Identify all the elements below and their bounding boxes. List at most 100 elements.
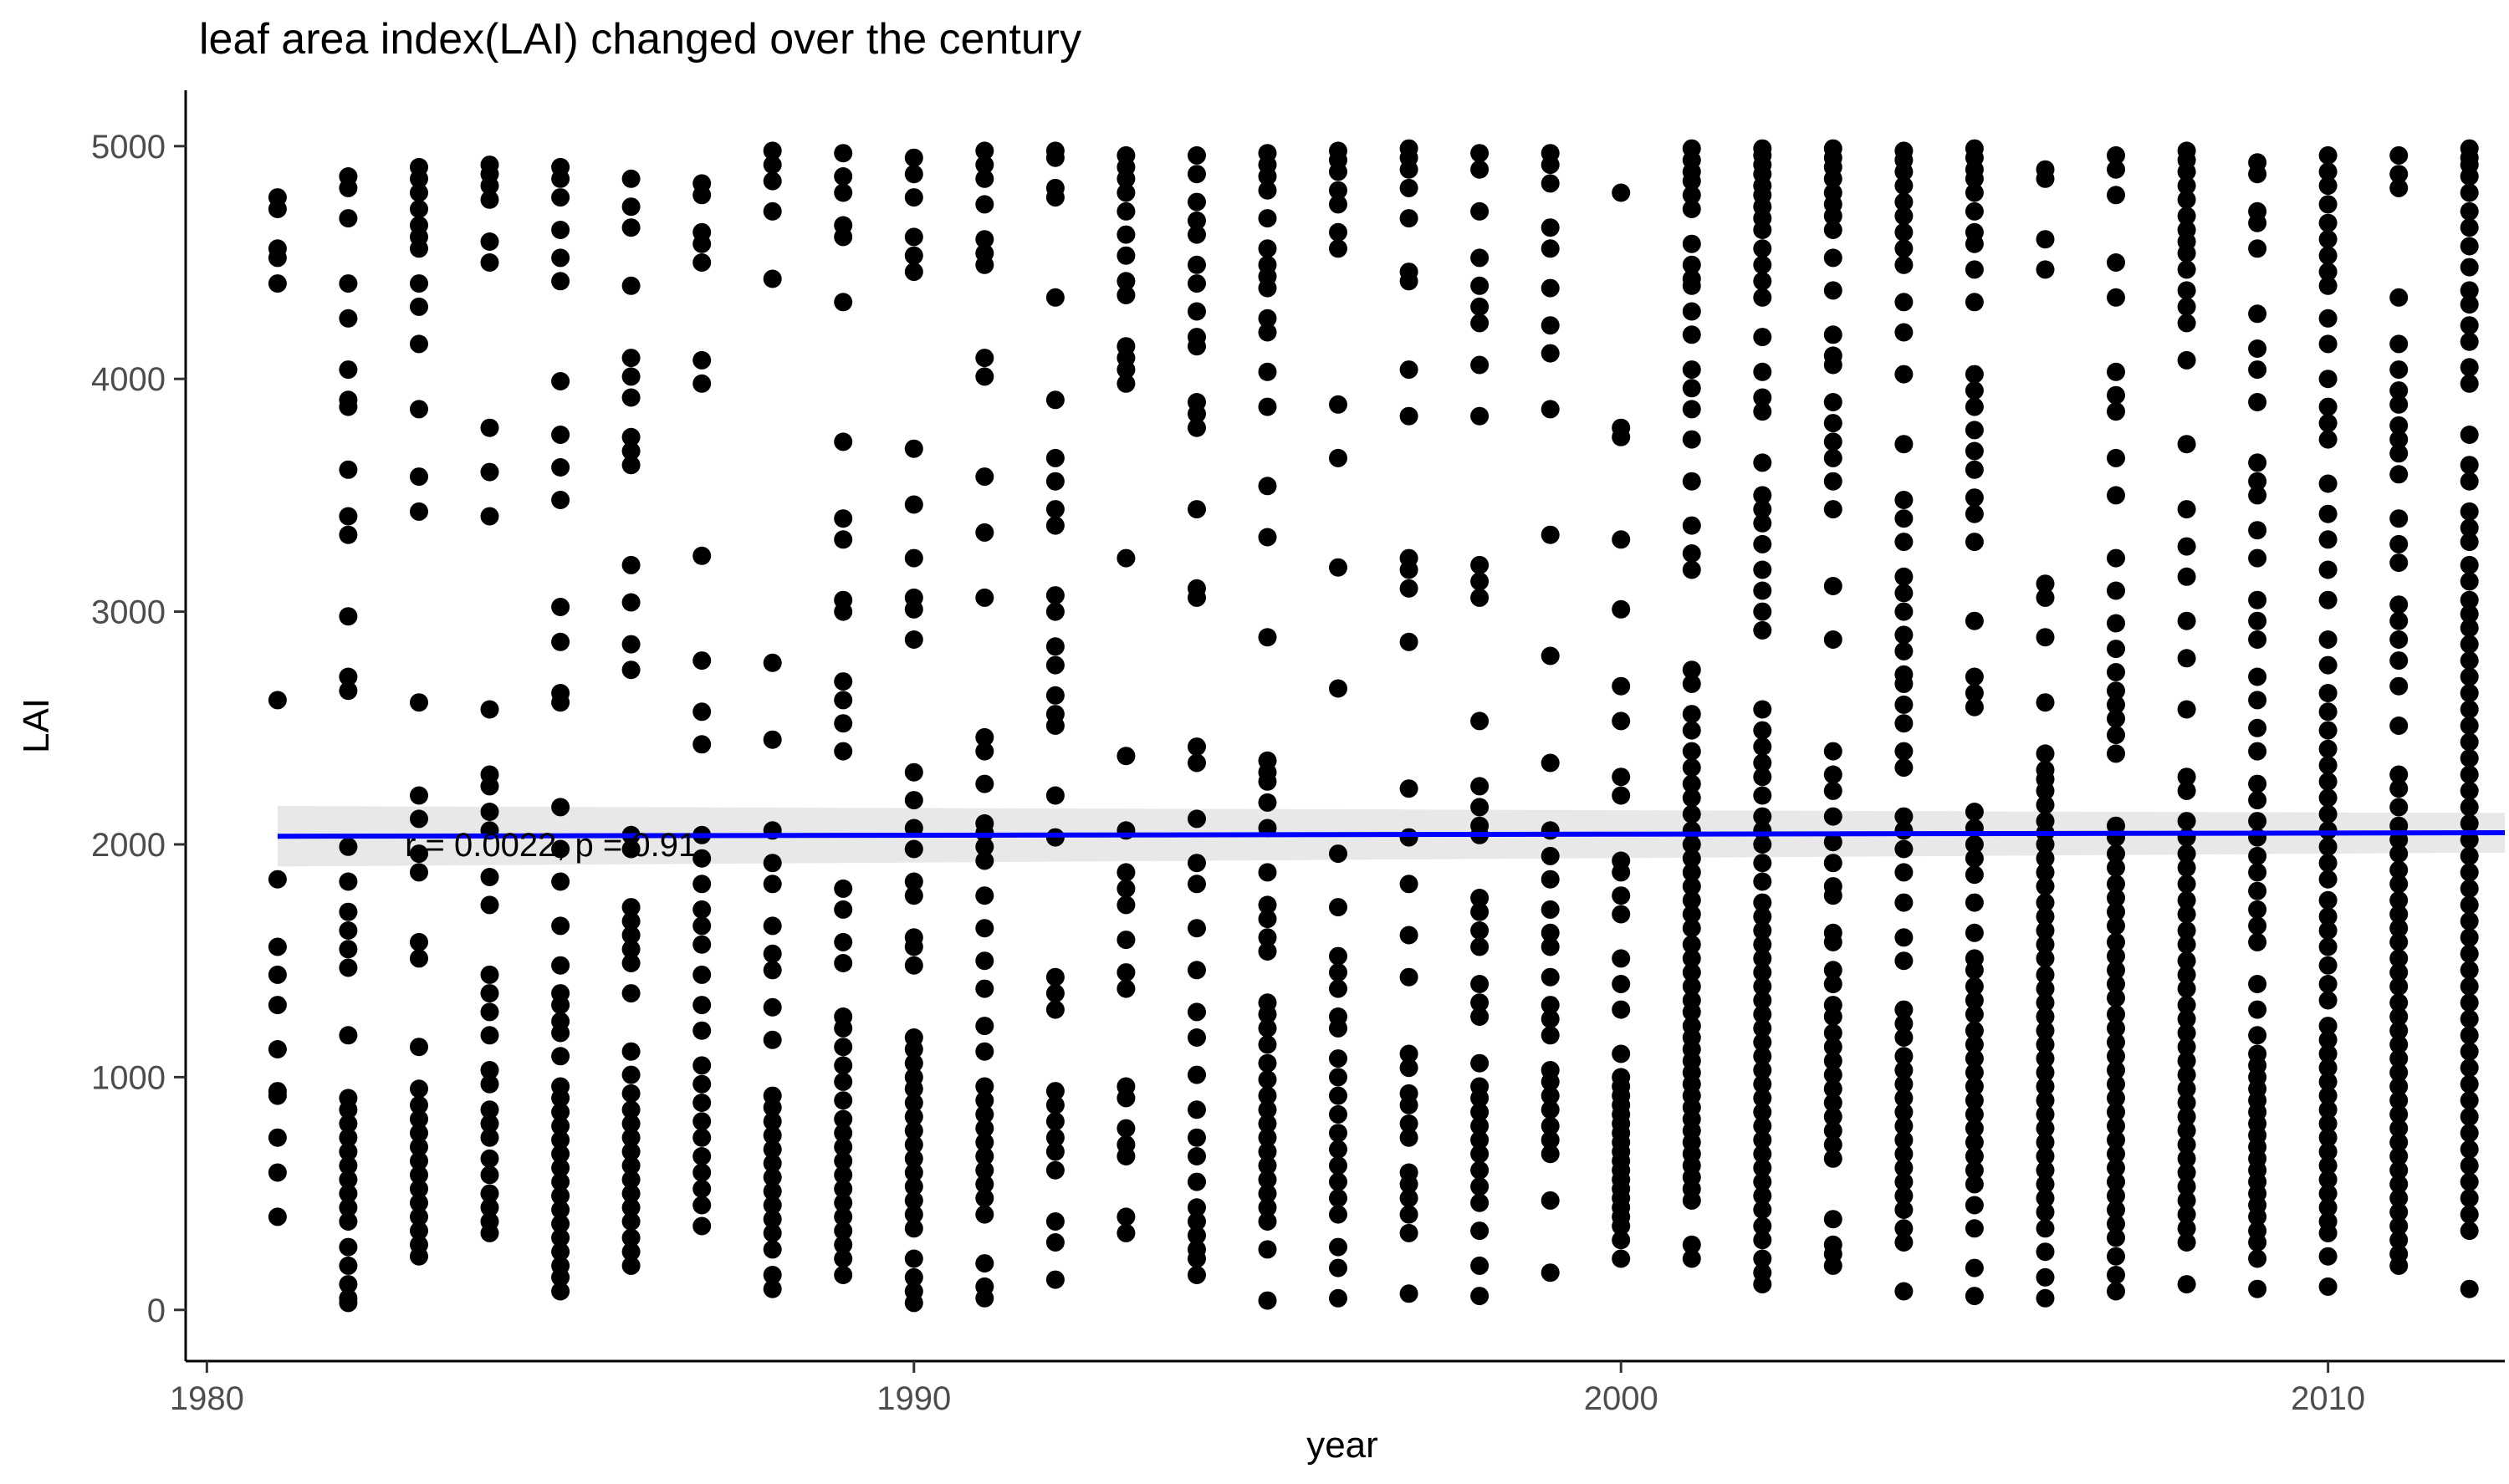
data-point: [834, 530, 853, 549]
data-point: [480, 1223, 499, 1242]
data-point: [1682, 516, 1701, 535]
data-point: [621, 367, 641, 386]
data-point: [2389, 1256, 2409, 1275]
data-point: [1470, 1130, 1490, 1150]
data-point: [763, 653, 782, 672]
data-point: [1612, 975, 1631, 993]
data-point: [834, 742, 853, 761]
data-point: [2107, 448, 2125, 467]
data-point: [1541, 1191, 1560, 1210]
data-point: [904, 1191, 923, 1210]
data-point: [1541, 967, 1560, 987]
data-point: [2389, 949, 2409, 968]
data-point: [2389, 534, 2409, 553]
data-point: [975, 837, 994, 856]
data-point: [2389, 360, 2409, 380]
data-point: [1682, 325, 1701, 344]
data-point: [904, 263, 923, 282]
data-point: [1753, 1145, 1772, 1164]
data-point: [2389, 1021, 2409, 1040]
data-point: [1329, 1172, 1347, 1191]
data-point: [1753, 272, 1772, 291]
data-point: [1823, 207, 1842, 226]
data-point: [2177, 243, 2196, 263]
data-point: [551, 1158, 570, 1177]
data-point: [621, 911, 641, 931]
data-point: [2107, 932, 2125, 951]
data-point: [975, 467, 994, 487]
data-point: [1045, 786, 1065, 805]
data-point: [1965, 1077, 1984, 1096]
data-point: [1823, 1023, 1842, 1043]
data-point: [1823, 1007, 1842, 1026]
data-point: [621, 593, 641, 612]
data-point: [1965, 849, 1984, 868]
data-point: [480, 1198, 499, 1217]
data-point: [2460, 167, 2479, 186]
data-point: [1682, 400, 1701, 419]
data-point: [1823, 414, 1842, 433]
data-point: [480, 1184, 499, 1203]
data-point: [1329, 1189, 1347, 1208]
data-point: [2177, 1191, 2196, 1210]
data-point: [1470, 937, 1490, 956]
data-point: [268, 937, 287, 956]
data-point: [339, 309, 358, 328]
data-point: [1965, 1147, 1984, 1165]
data-point: [2460, 700, 2479, 719]
data-point: [1541, 239, 1560, 258]
data-point: [268, 1040, 287, 1058]
data-point: [1541, 923, 1560, 942]
data-point: [1753, 1216, 1772, 1236]
data-point: [551, 1130, 570, 1150]
data-point: [2460, 911, 2479, 931]
data-point: [1470, 406, 1490, 426]
data-point: [621, 197, 641, 217]
data-point: [2460, 651, 2479, 671]
data-point: [1045, 288, 1065, 307]
data-point: [268, 248, 287, 268]
data-point: [2389, 798, 2409, 817]
data-point: [2036, 965, 2055, 984]
data-point: [1753, 1275, 1772, 1294]
data-point: [480, 803, 499, 821]
data-point: [1470, 1007, 1490, 1026]
data-point: [2177, 190, 2196, 209]
data-point: [904, 1293, 923, 1313]
data-point: [834, 1221, 853, 1241]
data-point: [1541, 156, 1560, 175]
data-point: [1965, 1175, 1984, 1194]
data-point: [1682, 863, 1701, 882]
data-point: [1399, 272, 1418, 291]
data-point: [1188, 418, 1206, 437]
data-point: [268, 691, 287, 710]
data-point: [1329, 1086, 1347, 1105]
data-point: [1612, 949, 1631, 968]
data-point: [2389, 1189, 2409, 1208]
data-point: [834, 879, 853, 898]
data-point: [904, 956, 923, 975]
data-point: [480, 1061, 499, 1079]
data-point: [551, 1023, 570, 1043]
data-point: [2389, 1049, 2409, 1068]
data-point: [480, 253, 499, 272]
data-point: [904, 1079, 923, 1099]
data-point: [480, 1114, 499, 1133]
data-point: [1541, 1026, 1560, 1045]
data-point: [834, 227, 853, 247]
data-point: [2036, 260, 2055, 279]
data-point: [692, 651, 712, 671]
data-point: [1823, 1121, 1842, 1140]
data-point: [1965, 835, 1984, 854]
data-point: [410, 1207, 428, 1226]
data-point: [834, 1207, 853, 1226]
data-point: [975, 156, 994, 175]
data-point: [1823, 325, 1842, 344]
data-point: [1823, 961, 1842, 980]
data-point: [904, 439, 923, 458]
data-point: [2177, 1205, 2196, 1224]
data-point: [2036, 1242, 2055, 1262]
data-point: [2389, 145, 2409, 165]
data-point: [2389, 1133, 2409, 1152]
data-point: [1753, 239, 1772, 258]
